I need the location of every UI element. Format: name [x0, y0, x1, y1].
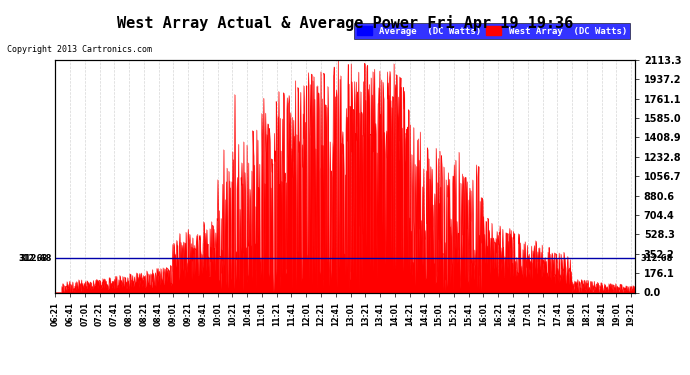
Text: 312.68: 312.68	[19, 254, 48, 262]
Text: West Array Actual & Average Power Fri Apr 19 19:36: West Array Actual & Average Power Fri Ap…	[117, 15, 573, 31]
Legend: Average  (DC Watts), West Array  (DC Watts): Average (DC Watts), West Array (DC Watts…	[354, 23, 630, 39]
Text: 312.68: 312.68	[640, 254, 673, 262]
Text: Copyright 2013 Cartronics.com: Copyright 2013 Cartronics.com	[7, 45, 152, 54]
Text: 312.68: 312.68	[20, 254, 52, 262]
